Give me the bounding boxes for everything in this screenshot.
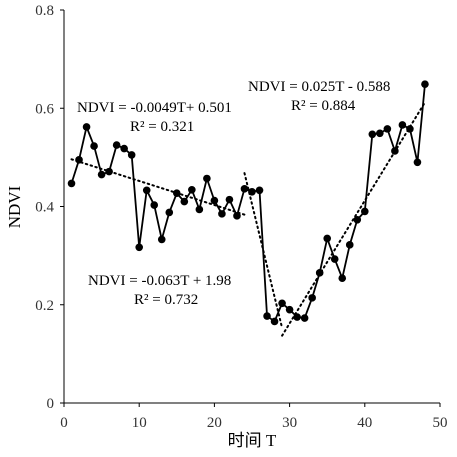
data-point (240, 185, 249, 193)
data-point (188, 185, 196, 194)
data-point (323, 234, 332, 243)
data-point (90, 142, 98, 150)
x-tick-label: 20 (207, 415, 222, 431)
x-tick-label: 50 (433, 415, 448, 431)
annotations-group: NDVI = -0.0049T+ 0.501 R² = 0.321 NDVI = 0… (77, 79, 390, 308)
data-point (127, 151, 136, 159)
data-point (421, 80, 429, 88)
data-point (270, 317, 279, 326)
data-point (135, 243, 143, 252)
data-point (308, 294, 316, 302)
data-point (315, 269, 324, 277)
x-tick-label: 0 (60, 415, 68, 431)
data-point (285, 305, 294, 314)
data-point (361, 207, 369, 216)
axes-group (60, 9, 441, 407)
data-point (345, 241, 354, 249)
data-point (383, 125, 392, 133)
y-tick-label: 0 (47, 396, 55, 412)
data-point (203, 174, 211, 183)
data-point (398, 121, 407, 129)
data-point (255, 186, 264, 195)
annotation-eq1: NDVI = -0.0049T+ 0.501 (77, 100, 232, 116)
y-tick-label: 0.4 (35, 200, 54, 216)
data-point (120, 144, 128, 153)
data-point (142, 186, 151, 195)
annotation-eq2: NDVI = 0.025T - 0.588 (248, 79, 390, 95)
y-tick-label: 0.6 (35, 101, 54, 117)
data-point (391, 147, 399, 155)
y-tick-label: 0.2 (35, 298, 54, 314)
data-point (353, 215, 362, 224)
annotation-r2: R² = 0.884 (291, 98, 356, 114)
series-group (67, 80, 429, 326)
data-point (112, 141, 121, 149)
data-point (173, 189, 181, 198)
data-point (75, 156, 83, 164)
x-tick-label: 40 (357, 415, 372, 431)
data-point (82, 123, 91, 131)
data-point (376, 129, 384, 138)
trendline-3 (281, 101, 426, 337)
data-point (97, 170, 106, 179)
data-point (293, 313, 301, 321)
data-point (195, 205, 204, 214)
y-axis-title: NDVI (5, 185, 24, 228)
x-tick-label: 10 (132, 415, 147, 431)
data-point (180, 197, 189, 206)
data-point (225, 195, 234, 204)
data-point (248, 187, 256, 196)
tick-labels-group: 0 10 20 30 40 50 0 0.2 0.4 0.6 0.8 (35, 3, 447, 431)
annotation-r1: R² = 0.321 (130, 119, 194, 135)
data-point (413, 158, 422, 167)
data-point (210, 196, 219, 205)
data-point (67, 179, 76, 188)
data-point (165, 208, 174, 217)
y-tick-label: 0.8 (35, 3, 54, 19)
data-point (218, 210, 226, 218)
x-axis-title: 时间 T (228, 431, 277, 450)
data-point (406, 125, 414, 133)
data-point (157, 235, 166, 244)
data-point (233, 212, 241, 220)
data-point (368, 130, 377, 139)
data-point (105, 167, 113, 176)
data-point (263, 312, 271, 320)
data-point (150, 201, 159, 209)
data-point (338, 274, 347, 283)
data-point (278, 299, 286, 308)
x-tick-label: 30 (282, 415, 297, 431)
data-point (300, 314, 309, 322)
annotation-r3: R² = 0.732 (134, 292, 198, 308)
annotation-eq3: NDVI = -0.063T + 1.98 (88, 273, 231, 289)
data-point (330, 255, 339, 263)
